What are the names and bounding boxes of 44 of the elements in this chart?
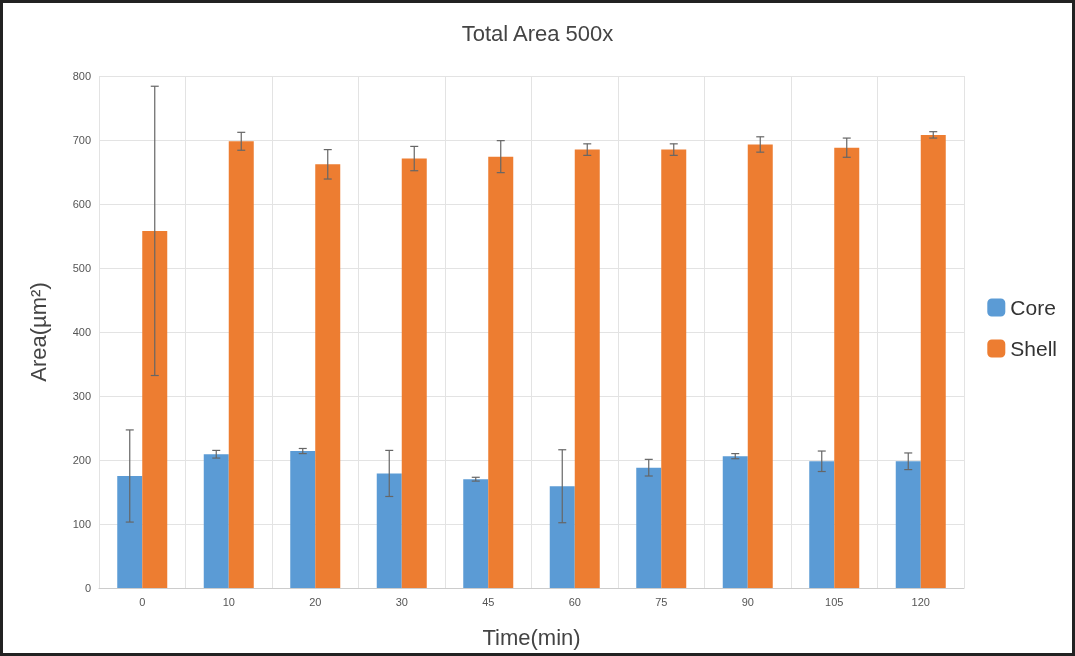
legend-label: Shell bbox=[1010, 337, 1058, 360]
x-tick-label: 75 bbox=[655, 595, 668, 608]
x-tick-label: 90 bbox=[741, 595, 754, 608]
bar bbox=[142, 230, 168, 588]
x-tick-label: 45 bbox=[482, 595, 495, 608]
bar bbox=[574, 149, 600, 588]
bar bbox=[920, 134, 946, 588]
bar bbox=[747, 144, 773, 588]
bar bbox=[834, 147, 860, 588]
bar bbox=[203, 454, 229, 588]
x-tick-label: 20 bbox=[309, 595, 322, 608]
y-tick-label: 700 bbox=[72, 134, 91, 146]
y-tick-label: 200 bbox=[72, 454, 91, 466]
x-tick-label: 105 bbox=[825, 595, 844, 608]
y-axis-title: Area(µm²) bbox=[25, 282, 51, 382]
y-tick-label: 400 bbox=[72, 326, 91, 338]
x-tick-label: 120 bbox=[911, 595, 930, 608]
bar bbox=[636, 467, 662, 588]
y-tick-label: 800 bbox=[72, 70, 91, 82]
bar bbox=[809, 461, 835, 588]
y-tick-label: 100 bbox=[72, 518, 91, 530]
bar bbox=[290, 451, 316, 588]
y-tick-label: 600 bbox=[72, 198, 91, 210]
bar bbox=[488, 156, 514, 588]
bar bbox=[722, 456, 748, 588]
bar bbox=[895, 461, 921, 588]
x-axis-title: Time(min) bbox=[482, 624, 581, 650]
x-tick-label: 30 bbox=[395, 595, 408, 608]
y-tick-label: 300 bbox=[72, 390, 91, 402]
x-tick-label: 0 bbox=[139, 595, 146, 608]
y-tick-label: 0 bbox=[84, 582, 91, 594]
bar bbox=[549, 486, 575, 588]
chart-title: Total Area 500x bbox=[461, 20, 614, 46]
y-tick-label: 500 bbox=[72, 262, 91, 274]
legend-label: Core bbox=[1010, 296, 1056, 319]
bar bbox=[117, 476, 143, 588]
bar bbox=[463, 479, 489, 588]
bar bbox=[661, 149, 687, 588]
bar bbox=[376, 473, 402, 588]
x-tick-label: 10 bbox=[222, 595, 235, 608]
x-tick-label: 60 bbox=[568, 595, 581, 608]
bar bbox=[315, 164, 341, 588]
bar bbox=[401, 158, 427, 588]
bar bbox=[228, 141, 254, 588]
